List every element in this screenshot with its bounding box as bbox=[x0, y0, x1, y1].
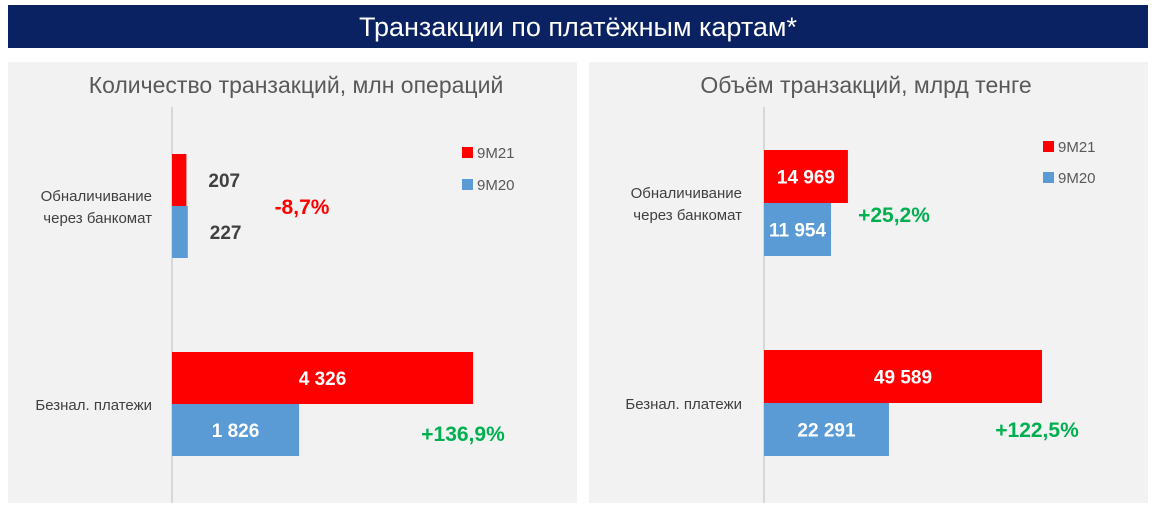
data-label: 1 826 bbox=[212, 421, 260, 442]
bar-9m20-cash bbox=[764, 203, 832, 256]
category-label: Безнал. платежи bbox=[625, 396, 742, 413]
change-label: +122,5% bbox=[995, 419, 1079, 442]
chart-title: Объём транзакций, млрд тенге bbox=[700, 72, 1031, 98]
change-label: -8,7% bbox=[275, 196, 330, 219]
bar-9m21-cash bbox=[764, 150, 848, 203]
legend-swatch-9m21 bbox=[462, 147, 473, 158]
bar-9m21-cashless bbox=[172, 352, 474, 404]
category-label: через банкомат bbox=[43, 210, 152, 227]
data-label: 4 326 bbox=[299, 369, 347, 390]
category-label: Обналичивание bbox=[631, 185, 742, 202]
legend-swatch-9m21 bbox=[1043, 141, 1054, 152]
category-label: через банкомат bbox=[633, 207, 742, 224]
bar-9m21-cashless bbox=[764, 350, 1042, 403]
legend-label: 9M20 bbox=[477, 177, 515, 194]
data-label: 49 589 bbox=[874, 368, 932, 389]
category-label: Безнал. платежи bbox=[35, 397, 152, 414]
legend-label: 9M21 bbox=[1058, 139, 1096, 156]
header-bar bbox=[8, 5, 1148, 48]
data-label: 14 969 bbox=[777, 168, 835, 189]
legend-swatch-9m20 bbox=[1043, 172, 1054, 183]
header-title: Транзакции по платёжным картам* bbox=[359, 12, 798, 42]
change-label: +136,9% bbox=[421, 423, 505, 446]
data-label: 11 954 bbox=[769, 221, 826, 242]
bar-9m21-cash bbox=[172, 154, 187, 206]
data-label: 207 bbox=[208, 171, 240, 192]
category-label: Обналичивание bbox=[41, 188, 152, 205]
chart-title: Количество транзакций, млн операций bbox=[89, 72, 504, 98]
bar-9m20-cash bbox=[172, 206, 188, 258]
data-label: 227 bbox=[210, 223, 242, 244]
legend-label: 9M21 bbox=[477, 145, 515, 162]
bar-9m20-cashless bbox=[764, 403, 889, 456]
legend-label: 9M20 bbox=[1058, 170, 1096, 187]
legend-swatch-9m20 bbox=[462, 179, 473, 190]
bar-9m20-cashless bbox=[172, 404, 300, 456]
data-label: 22 291 bbox=[797, 421, 856, 442]
change-label: +25,2% bbox=[858, 204, 930, 227]
